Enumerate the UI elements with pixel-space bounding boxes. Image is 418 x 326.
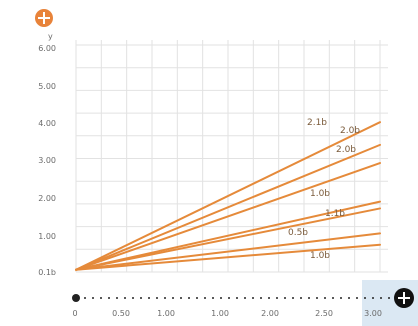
series-label: 1.0b	[310, 251, 330, 261]
series-line	[75, 121, 381, 271]
x-tick-label: 0.50	[112, 309, 130, 318]
x-tick-label: 3.00	[364, 309, 382, 318]
series-line	[75, 207, 381, 271]
x-tick-label: 2.00	[261, 309, 279, 318]
series-label: 2.0b	[340, 126, 360, 136]
y-tick-label: 0.1b	[38, 268, 56, 277]
y-tick-label: 2.00	[38, 194, 56, 203]
x-tick-label: 0	[72, 309, 77, 318]
y-axis-label: y	[48, 32, 53, 41]
series-line	[75, 162, 381, 271]
x-tick-label: 1.00	[157, 309, 175, 318]
orange-circle-icon-mark	[38, 12, 50, 24]
series-label: 2.1b	[307, 118, 327, 128]
y-tick-label: 6.00	[38, 44, 56, 53]
series-label: 0.5b	[288, 228, 308, 238]
x-tick-label: 2.50	[315, 309, 333, 318]
series-label: 1.0b	[310, 189, 330, 199]
series-line	[75, 232, 381, 271]
black-circle-icon-mark	[398, 292, 410, 304]
series-label: 2.0b	[336, 145, 356, 155]
y-tick-label: 5.00	[38, 82, 56, 91]
x-tick-label: 1.00	[211, 309, 229, 318]
series-labels: 2.1b 2.0b 2.0b 1.0b 1.1b 0.5b 1.0b	[288, 118, 360, 261]
series-line	[75, 143, 381, 271]
grid	[75, 40, 388, 273]
series-label: 1.1b	[325, 209, 345, 219]
y-tick-label: 1.00	[38, 232, 56, 241]
series-lines	[75, 121, 381, 271]
axis-end-control[interactable]	[394, 288, 414, 308]
black-dot-icon	[72, 294, 80, 302]
series-line	[75, 243, 381, 271]
top-badge[interactable]	[35, 9, 53, 27]
series-line	[75, 200, 381, 271]
y-tick-label: 3.00	[38, 156, 56, 165]
y-tick-label: 4.00	[38, 119, 56, 128]
tick-labels: 0.1b 1.00 2.00 3.00 4.00 5.00 6.00 0 0.50 1.00 1.0…	[38, 44, 382, 318]
